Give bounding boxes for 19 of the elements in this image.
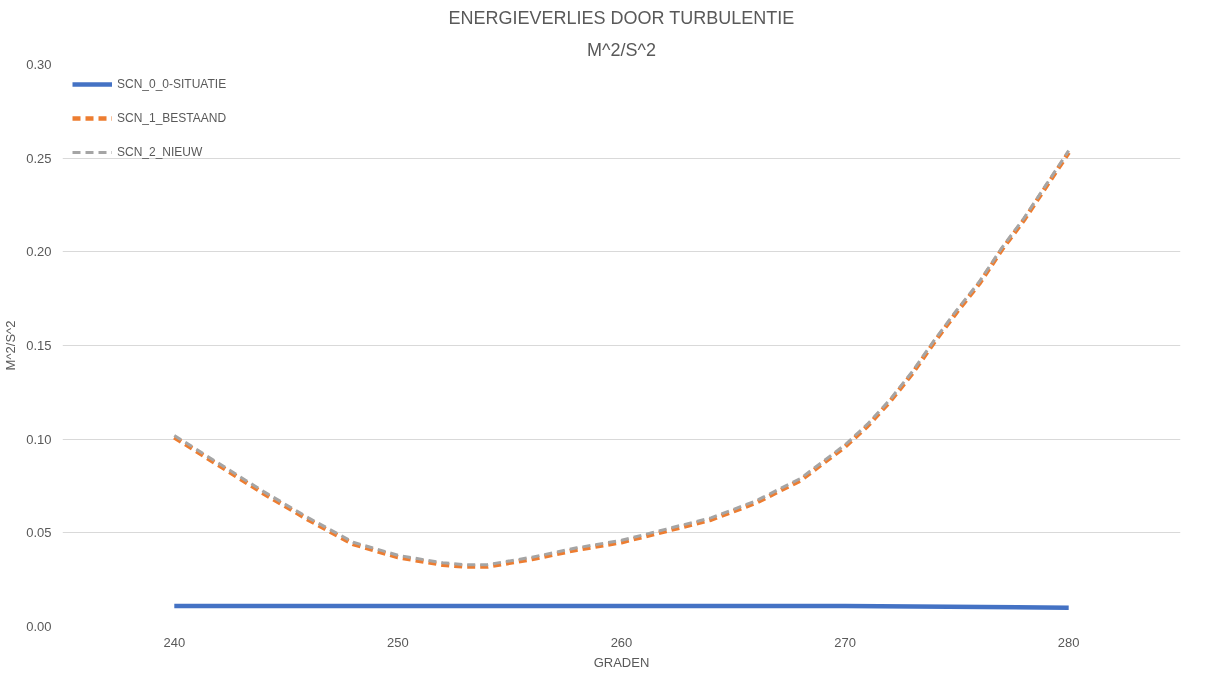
y-tick-label: 0.30 bbox=[26, 57, 52, 72]
y-tick-label: 0.20 bbox=[26, 244, 52, 260]
legend-label: SCN_2_NIEUW bbox=[117, 145, 203, 159]
legend-label: SCN_1_BESTAAND bbox=[117, 111, 227, 125]
x-tick-label: 280 bbox=[1057, 634, 1080, 650]
x-tick-label: 250 bbox=[387, 634, 409, 650]
legend-label: SCN_0_0-SITUATIE bbox=[117, 77, 227, 91]
chart-title: ENERGIEVERLIES DOOR TURBULENTIE bbox=[448, 7, 795, 28]
y-tick-label: 0.15 bbox=[26, 338, 52, 353]
x-axis-title: GRADEN bbox=[593, 654, 650, 670]
y-tick-label: 0.10 bbox=[26, 431, 52, 447]
y-tick-label: 0.05 bbox=[26, 525, 52, 541]
y-axis-title: M^2/S^2 bbox=[3, 320, 19, 371]
x-tick-label: 240 bbox=[163, 634, 186, 650]
chart-subtitle: M^2/S^2 bbox=[587, 39, 656, 60]
x-tick-label: 270 bbox=[834, 634, 856, 650]
x-tick-label: 260 bbox=[610, 634, 633, 650]
y-tick-label: 0.00 bbox=[26, 619, 52, 634]
y-tick-label: 0.25 bbox=[26, 150, 52, 166]
